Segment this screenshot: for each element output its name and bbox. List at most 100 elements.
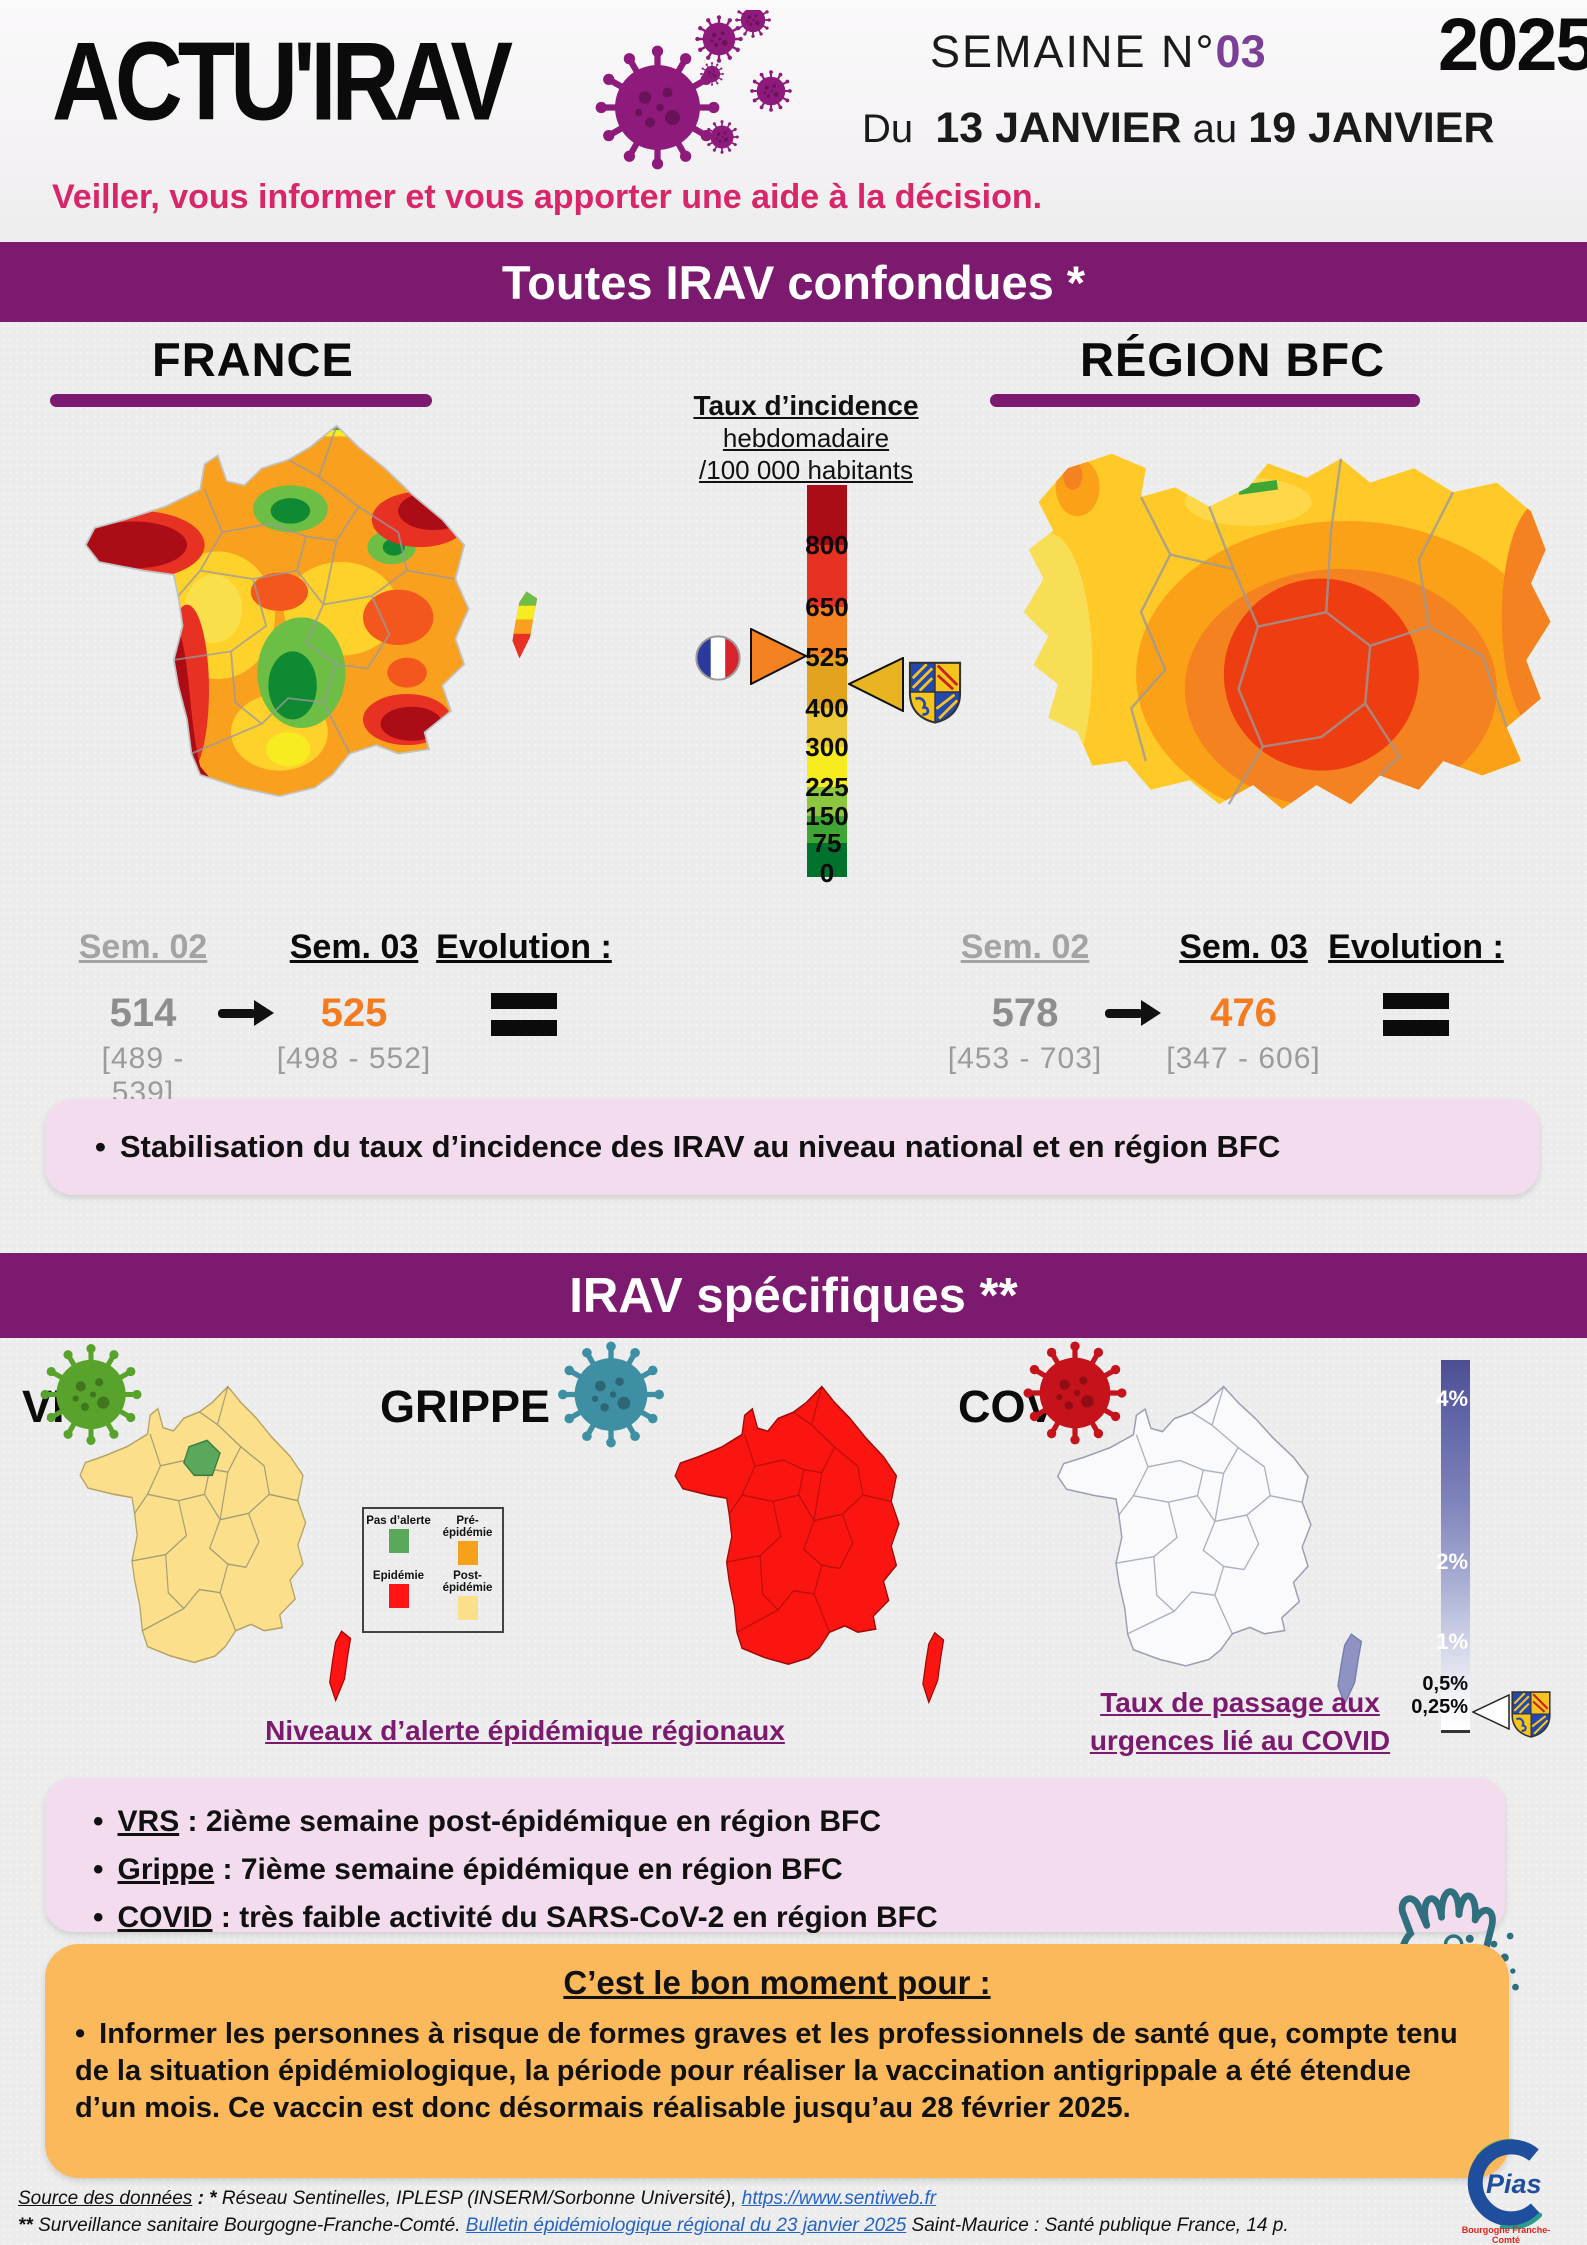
grippe-alert-map [674, 1385, 945, 1704]
tagline: Veiller, vous informer et vous apporter … [52, 178, 1043, 216]
trend-arrow-icon [1105, 1000, 1161, 1026]
cpias-logo-icon: Pias [1467, 2138, 1543, 2229]
yellow-swatch-icon [457, 1596, 478, 1620]
covid-caption-line1: Taux de passage aux [1100, 1687, 1380, 1718]
bfc-week2-value: 476 [1210, 991, 1277, 1035]
bfc-stats: Sem. 02 578 [453 - 703] Sem. 03 476 [347… [945, 928, 1506, 1076]
logo-caption: Bourgogne Franche-Comté [1461, 2225, 1551, 2245]
scale-tick: 150 [805, 801, 849, 831]
france-evolution-col: Evolution : [434, 928, 614, 1047]
france-title-underline [50, 394, 432, 407]
scale-tick: 225 [805, 772, 849, 802]
summary-text: Stabilisation du taux d’incidence des IR… [45, 1129, 1280, 1165]
sentiweb-link[interactable]: https://www.sentiweb.fr [741, 2188, 937, 2209]
list-item: COVID : très faible activité du SARS-CoV… [93, 1894, 1505, 1942]
bullet-text: : 2ième semaine post-épidémique en régio… [179, 1805, 882, 1838]
legend-item-no-alert: Pas d’alerte [364, 1515, 433, 1570]
bullet-keyword: VRS [117, 1805, 180, 1838]
source-text: Réseau Sentinelles, IPLESP (INSERM/Sorbo… [221, 2188, 742, 2209]
bfc-coat-of-arms-icon [1509, 1690, 1553, 1738]
legend-item-post-epidemic: Post-épidémie [433, 1570, 502, 1625]
covid-bfc-marker-arrow-icon [1472, 1694, 1510, 1730]
france-map-title: FRANCE [152, 333, 354, 386]
covid-caption-line2: urgences lié au COVID [1089, 1725, 1391, 1756]
incidence-scale-title: Taux d’incidence hebdomadaire /100 000 h… [668, 390, 944, 486]
bfc-coat-of-arms-icon [906, 660, 964, 724]
covid-map-caption: Taux de passage aux urgences lié au COVI… [1070, 1684, 1410, 1760]
france-week1-value: 514 [109, 991, 177, 1035]
covid-scale-tick: 2% [1436, 1549, 1468, 1574]
recommendation-box: C’est le bon moment pour : Informer les … [45, 1944, 1509, 2178]
covid-scale-tick: 1% [1436, 1629, 1468, 1654]
section-banner-all-irav: Toutes IRAV confondues * [0, 242, 1587, 322]
scale-title-line3: /100 000 habitants [699, 455, 913, 485]
logo-text-path: Pias [1486, 2169, 1542, 2199]
scale-tick: 75 [812, 828, 842, 858]
france-marker-arrow-icon [750, 628, 808, 685]
orange-swatch-icon [457, 1541, 478, 1565]
bfc-map-title: RÉGION BFC [1080, 333, 1386, 386]
france-corsica-inset [512, 591, 538, 659]
legend-label: Pré-épidémie [442, 1515, 493, 1539]
scale-tick: 400 [805, 693, 849, 723]
bfc-week2-range: [347 - 606] [1166, 1042, 1321, 1075]
source-label: Source des données [18, 2188, 193, 2209]
bfc-marker-arrow-icon [848, 657, 904, 712]
section-banner-specific-irav: IRAV spécifiques ** [0, 1253, 1587, 1338]
scale-baseline [1441, 1730, 1470, 1733]
footer-source-line1: Source des données : * Réseau Sentinelle… [18, 2188, 936, 2210]
date-from-label: Du [862, 107, 914, 151]
date-to-label: au [1192, 107, 1238, 151]
date-end: 19 JANVIER [1248, 104, 1495, 152]
week-label: SEMAINE N°03 [930, 26, 1266, 78]
legend-item-pre-epidemic: Pré-épidémie [433, 1515, 502, 1570]
bulletin-link[interactable]: Bulletin épidémiologique régional du 23 … [465, 2215, 907, 2236]
bfc-evolution-label: Evolution : [1328, 928, 1504, 966]
vrs-alert-map [79, 1385, 352, 1702]
scale-tick: 300 [805, 732, 849, 762]
header: ACTU'IRAV SEMAINE N°03 2025 Du 13 JANVIE… [0, 0, 1587, 242]
france-week1-label: Sem. 02 [78, 928, 208, 966]
scale-tick: 800 [805, 530, 849, 560]
covid-rate-scale: 4% 2% 1% 0,5% 0,25% [1411, 1360, 1470, 1733]
cpias-logo: Pias Bourgogne Franche-Comté [1456, 2137, 1556, 2245]
alert-level-legend: Pas d’alerte Pré-épidémie Epidémie Post-… [362, 1507, 504, 1633]
footnote-marker: ** [18, 2215, 33, 2236]
bfc-week1-label: Sem. 02 [960, 928, 1090, 966]
surveillance-text: Surveillance sanitaire Bourgogne-Franche… [32, 2215, 466, 2236]
evolution-equals-icon [1383, 993, 1449, 1036]
list-item: Grippe : 7ième semaine épidémique en rég… [93, 1846, 1505, 1894]
grippe-label: GRIPPE [380, 1381, 551, 1432]
scale-tick: 0 [819, 858, 835, 888]
covid-scale-tick: 0,25% [1411, 1696, 1468, 1718]
specific-irav-summary-box: VRS : 2ième semaine post-épidémique en r… [45, 1778, 1505, 1934]
france-evolution-label: Evolution : [436, 928, 612, 966]
trend-arrow-icon [218, 1000, 274, 1026]
week-number: 03 [1215, 26, 1266, 77]
scale-title-line2: hebdomadaire [722, 423, 890, 453]
bfc-week1-col: Sem. 02 578 [453 - 703] [945, 928, 1105, 1076]
alert-map-caption: Niveaux d’alerte épidémique régionaux [265, 1715, 785, 1746]
summary-box: Stabilisation du taux d’incidence des IR… [45, 1099, 1539, 1195]
legend-label: Pas d’alerte [366, 1515, 431, 1527]
source-separator: : * [192, 2188, 222, 2209]
legend-label: Post-épidémie [442, 1570, 493, 1594]
year: 2025 [1438, 3, 1587, 86]
bullet-text: : 7ième semaine épidémique en région BFC [214, 1853, 843, 1886]
grippe-virus-icon [556, 1341, 666, 1448]
specific-irav-bullets: VRS : 2ième semaine post-épidémique en r… [45, 1778, 1505, 1942]
bfc-title-underline [990, 394, 1420, 407]
date-start: 13 JANVIER [935, 104, 1182, 152]
app-title: ACTU'IRAV [52, 19, 513, 144]
bullet-keyword: COVID [117, 1901, 213, 1934]
bfc-week1-value: 578 [991, 991, 1059, 1035]
covid-emergency-map [1057, 1385, 1363, 1706]
bullet-keyword: Grippe [117, 1853, 215, 1886]
covid-scale-tick: 0,5% [1422, 1673, 1468, 1695]
legend-label: Epidémie [372, 1570, 425, 1582]
red-swatch-icon [388, 1584, 409, 1608]
france-week2-col: Sem. 03 525 [498 - 552] [274, 928, 434, 1076]
footer-source-line2: ** Surveillance sanitaire Bourgogne-Fran… [18, 2215, 1289, 2237]
bullet-text: : très faible activité du SARS-CoV-2 en … [212, 1901, 938, 1934]
